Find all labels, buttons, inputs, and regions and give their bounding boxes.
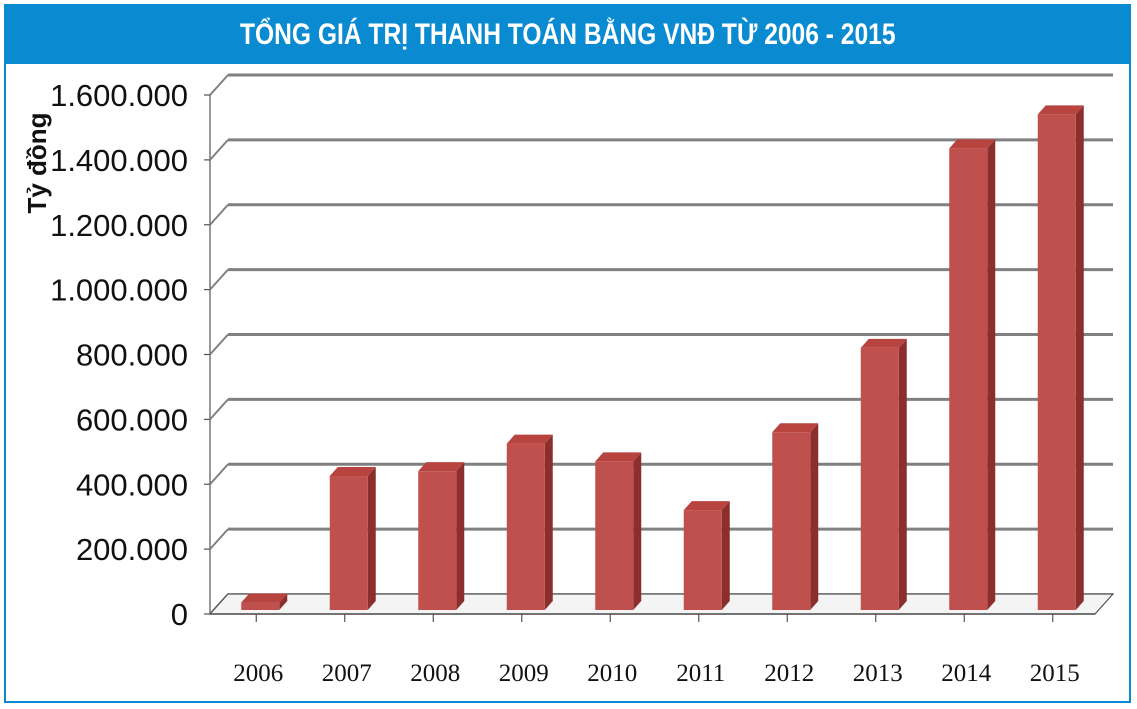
bars bbox=[241, 105, 1084, 611]
bar-top bbox=[241, 593, 288, 603]
x-tick-label: 2009 bbox=[499, 660, 549, 687]
y-tick-label: 400.000 bbox=[76, 467, 188, 502]
bar-top bbox=[1037, 105, 1084, 115]
bar-2012 bbox=[772, 423, 819, 610]
bar-top bbox=[506, 434, 553, 444]
bar-side bbox=[987, 139, 996, 610]
y-axis-ticks: 0 200.000 400.000 600.000 800.000 1.000.000 1.… bbox=[50, 78, 188, 632]
gridline-depth bbox=[209, 268, 229, 291]
gridline-depth bbox=[209, 398, 229, 421]
bar-2011 bbox=[683, 501, 730, 610]
gridline-depth bbox=[209, 74, 229, 96]
gridline-depth bbox=[209, 463, 229, 485]
x-tick-label: 2014 bbox=[941, 660, 992, 687]
title-bar: TỔNG GIÁ TRỊ THANH TOÁN BẰNG VNĐ TỪ 2006… bbox=[6, 6, 1129, 64]
bar-front bbox=[241, 602, 280, 610]
x-tick-label: 2015 bbox=[1030, 660, 1080, 687]
x-tick-label: 2010 bbox=[587, 660, 637, 687]
y-axis-label: Tỷ đồng bbox=[22, 112, 52, 213]
bar-top bbox=[772, 423, 819, 433]
bar-2013 bbox=[860, 338, 907, 610]
bar-front bbox=[949, 148, 988, 610]
y-tick-label: 1.000.000 bbox=[50, 273, 188, 308]
bar-front bbox=[1037, 114, 1076, 611]
x-tick-label: 2008 bbox=[410, 660, 460, 687]
gridline-depth bbox=[209, 204, 229, 226]
bar-front bbox=[595, 461, 634, 610]
bar-side bbox=[456, 462, 465, 610]
x-tick-label: 2011 bbox=[676, 660, 725, 687]
bar-side bbox=[898, 338, 907, 610]
y-tick-label: 200.000 bbox=[76, 532, 188, 567]
bar-front bbox=[860, 347, 899, 610]
bar-front bbox=[772, 432, 811, 610]
bar-front bbox=[418, 471, 457, 610]
bar-side bbox=[279, 593, 288, 610]
x-tick-label: 2006 bbox=[233, 660, 283, 687]
bar-top bbox=[329, 467, 376, 477]
bar-2008 bbox=[418, 462, 465, 610]
y-tick-label: 600.000 bbox=[76, 402, 188, 437]
bar-side bbox=[1075, 105, 1084, 611]
bar-top bbox=[949, 139, 996, 149]
gridline-depth bbox=[209, 139, 229, 161]
bar-top bbox=[595, 452, 642, 462]
chart-title: TỔNG GIÁ TRỊ THANH TOÁN BẰNG VNĐ TỪ 2006… bbox=[239, 18, 896, 51]
bar-front bbox=[329, 476, 368, 610]
bar-top bbox=[860, 338, 907, 348]
bar-2010 bbox=[595, 452, 642, 610]
x-axis-ticks: 2006 2007 2008 2009 2010 2011 2012 2013 2014 2015 bbox=[233, 614, 1080, 687]
x-tick-label: 2012 bbox=[764, 660, 814, 687]
chart-frame: TỔNG GIÁ TRỊ THANH TOÁN BẰNG VNĐ TỪ 2006… bbox=[4, 4, 1131, 703]
y-tick-label: 1.600.000 bbox=[50, 78, 188, 113]
y-tick-label: 1.200.000 bbox=[50, 208, 188, 243]
bar-2007 bbox=[329, 467, 376, 610]
y-tick-label: 1.400.000 bbox=[50, 143, 188, 178]
bar-2006 bbox=[241, 593, 288, 610]
bar-side bbox=[544, 434, 553, 610]
y-tick-label: 0 bbox=[171, 597, 188, 632]
bar-2015 bbox=[1037, 105, 1084, 611]
bar-side bbox=[810, 423, 819, 610]
bar-front bbox=[506, 443, 545, 610]
x-tick-label: 2007 bbox=[322, 660, 372, 687]
bar-2014 bbox=[949, 139, 996, 610]
bar-top bbox=[683, 501, 730, 511]
gridline-depth bbox=[209, 528, 229, 550]
x-tick-label: 2013 bbox=[853, 660, 903, 687]
gridline-depth bbox=[209, 333, 229, 356]
bar-front bbox=[683, 510, 722, 610]
y-tick-label: 800.000 bbox=[76, 338, 188, 373]
bar-side bbox=[721, 501, 730, 610]
bar-2009 bbox=[506, 434, 553, 610]
bar-side bbox=[367, 467, 376, 610]
bar-top bbox=[418, 462, 465, 472]
bar-side bbox=[633, 452, 642, 610]
